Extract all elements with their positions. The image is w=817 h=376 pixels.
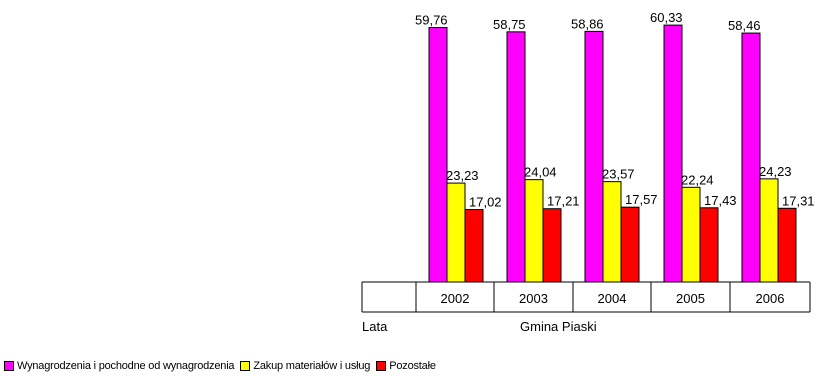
bar-2006-s1 (741, 32, 761, 283)
value-label-2006-s1: 58,46 (728, 18, 761, 33)
value-label-2005-s1: 60,33 (650, 10, 683, 25)
x-tick-label-2002: 2002 (441, 291, 470, 306)
legend: Wynagrodzenia i pochodne od wynagrodzeni… (4, 358, 442, 374)
bar-2006-s3 (777, 207, 797, 283)
legend-label-3: Pozostałe (389, 360, 436, 372)
bar-2003-s3 (542, 208, 562, 283)
value-label-2005-s2: 22,24 (681, 172, 714, 187)
legend-label-2: Zakup materiałów i usług (253, 360, 371, 372)
bar-2004-s1 (584, 30, 604, 283)
legend-swatch-2 (240, 361, 251, 371)
bar-2002-s3 (464, 209, 484, 283)
x-tick-label-2004: 2004 (598, 291, 627, 306)
value-label-2002-s2: 23,23 (446, 168, 479, 183)
legend-item-2: Zakup materiałów i usług (240, 360, 370, 372)
bar-2006-s2 (759, 178, 779, 283)
bar-2004-s3 (620, 206, 640, 283)
value-label-2003-s1: 58,75 (493, 17, 526, 32)
x-tick-label-2006: 2006 (756, 291, 785, 306)
bar-2003-s1 (506, 31, 526, 283)
value-label-2003-s3: 17,21 (547, 194, 580, 209)
legend-item-1: Wynagrodzenia i pochodne od wynagrodzeni… (4, 360, 235, 372)
x-tick-label-2003: 2003 (519, 291, 548, 306)
value-label-2002-s1: 59,76 (415, 13, 448, 28)
legend-label-1: Wynagrodzenia i pochodne od wynagrodzeni… (17, 360, 235, 372)
bar-2004-s2 (602, 181, 622, 283)
bars-layer (428, 24, 797, 283)
value-label-2002-s3: 17,02 (469, 195, 502, 210)
value-labels-layer: 59,76 23,23 17,02 58,75 24,04 17,21 58,86 23,57… (415, 10, 815, 209)
value-label-2004-s3: 17,57 (625, 192, 658, 207)
value-label-2004-s1: 58,86 (571, 16, 604, 31)
legend-swatch-1 (4, 361, 14, 371)
bar-2002-s2 (446, 182, 466, 283)
value-label-2005-s3: 17,43 (704, 193, 737, 208)
legend-swatch-3 (376, 361, 387, 371)
bar-2005-s2 (681, 186, 701, 283)
row-label-lata: Lata (362, 319, 388, 334)
value-label-2003-s2: 24,04 (524, 165, 557, 180)
axis-layer: 2002 2003 2004 2005 2006 Lata Gmina Piaski (361, 281, 811, 334)
bar-2005-s3 (699, 207, 719, 283)
row-label-gmina: Gmina Piaski (520, 319, 597, 334)
value-label-2006-s3: 17,31 (782, 193, 815, 208)
bar-2002-s1 (428, 27, 448, 283)
value-label-2004-s2: 23,57 (602, 167, 635, 182)
bar-2003-s2 (524, 179, 544, 283)
bar-2005-s1 (663, 24, 683, 283)
value-label-2006-s2: 24,23 (759, 164, 792, 179)
x-tick-label-2005: 2005 (676, 291, 705, 306)
legend-item-3: Pozostałe (376, 360, 436, 372)
